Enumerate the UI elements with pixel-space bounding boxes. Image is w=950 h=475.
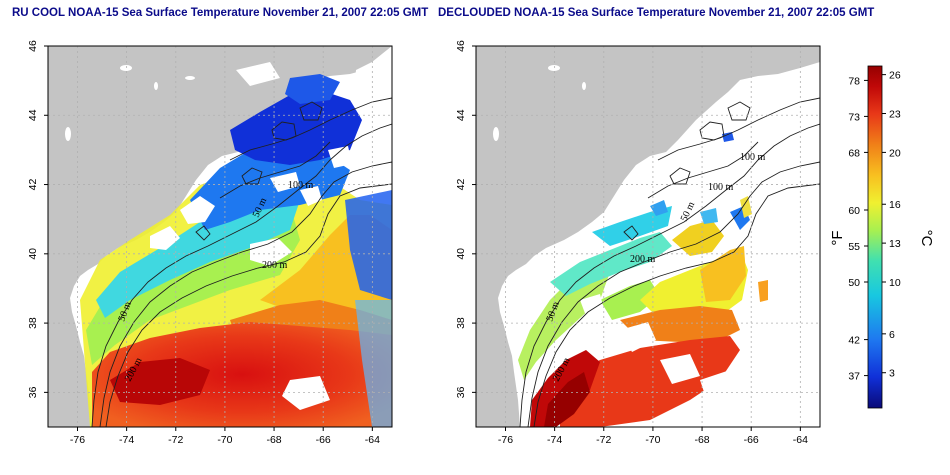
x-tick-label: -68: [694, 434, 709, 446]
colorbar-c-tick-label: 20: [889, 147, 901, 159]
contour-label: 200 m: [630, 254, 656, 265]
map-frame: [47, 45, 393, 428]
y-tick-label: 44: [27, 109, 39, 121]
colorbar-c-tick-label: 3: [889, 368, 895, 380]
right-panel-title: DECLOUDED NOAA-15 Sea Surface Temperatur…: [438, 7, 875, 19]
land-mass: [476, 46, 820, 427]
colorbar-f-tick-label: 73: [848, 111, 860, 123]
x-tick-label: -76: [70, 434, 85, 446]
x-tick-label: -64: [793, 434, 808, 446]
colorbar-c-tick-label: 6: [889, 329, 895, 341]
colorbar-c-tick-label: 10: [889, 277, 901, 289]
x-tick-label: -72: [596, 434, 611, 446]
x-tick-label: -64: [365, 434, 380, 446]
y-tick-label: 46: [27, 40, 39, 52]
x-tick-label: -68: [266, 434, 281, 446]
y-tick-label: 42: [27, 179, 39, 191]
contour-label: 100 m: [740, 152, 766, 163]
fahrenheit-unit-label: °F: [829, 230, 846, 245]
left-map-panel: 100 m 50 m 200 m 50 m 200 m -76 -74 -72 -70…: [27, 40, 393, 446]
celsius-unit-label: °C: [918, 230, 935, 247]
land-mass: [48, 46, 392, 427]
y-tick-label: 38: [455, 317, 467, 329]
x-tick-label: -76: [498, 434, 513, 446]
x-tick-label: -66: [744, 434, 759, 446]
y-tick-label: 40: [455, 248, 467, 260]
y-tick-label: 42: [455, 179, 467, 191]
contour-label: 100 m: [288, 180, 314, 191]
y-tick-label: 36: [27, 386, 39, 398]
contour-label: 100 m: [708, 182, 734, 193]
colorbar-f-tick-label: 55: [848, 241, 860, 253]
colorbar-c-tick-label: 13: [889, 238, 901, 250]
latitude-axis: 36 38 40 42 44 46: [27, 40, 48, 398]
y-tick-label: 44: [455, 109, 467, 121]
x-tick-label: -74: [119, 434, 134, 446]
colorbar-f-tick-label: 68: [848, 147, 860, 159]
x-tick-label: -66: [316, 434, 331, 446]
x-tick-label: -74: [547, 434, 562, 446]
x-tick-label: -70: [217, 434, 232, 446]
left-panel-title: RU COOL NOAA-15 Sea Surface Temperature …: [12, 7, 429, 19]
y-tick-label: 36: [455, 386, 467, 398]
graticule: [48, 46, 392, 427]
longitude-axis: -76 -74 -72 -70 -68 -66 -64: [498, 427, 808, 446]
colorbar-gradient: [867, 65, 883, 409]
x-tick-label: -70: [645, 434, 660, 446]
contour-label: 200 m: [262, 260, 288, 271]
y-tick-label: 40: [27, 248, 39, 260]
y-tick-label: 46: [455, 40, 467, 52]
colorbar-c-tick-label: 26: [889, 70, 901, 82]
longitude-axis: -76 -74 -72 -70 -68 -66 -64: [70, 427, 380, 446]
temperature-colorbar: 78 73 68 60 55 50 42 37 26 23 20 16 13 10 6 3 °F °C: [829, 65, 935, 409]
colorbar-c-tick-label: 23: [889, 109, 901, 121]
x-tick-label: -72: [168, 434, 183, 446]
colorbar-f-tick-label: 37: [848, 371, 860, 383]
colorbar-c-tick-label: 16: [889, 199, 901, 211]
map-frame: [475, 45, 821, 428]
graticule: [476, 46, 820, 427]
colorbar-f-tick-label: 50: [848, 277, 860, 289]
right-map-panel: 100 m 100 m 50 m 200 m 50 m 200 m -76 -74…: [455, 40, 821, 446]
y-tick-label: 38: [27, 317, 39, 329]
colorbar-f-tick-label: 78: [848, 75, 860, 87]
colorbar-f-tick-label: 42: [848, 335, 860, 347]
colorbar-f-tick-label: 60: [848, 205, 860, 217]
latitude-axis: 36 38 40 42 44 46: [455, 40, 476, 398]
